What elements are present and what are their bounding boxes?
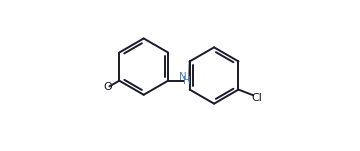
Text: H: H [183, 76, 190, 86]
Text: N: N [179, 72, 187, 82]
Text: Cl: Cl [251, 93, 262, 103]
Text: O: O [104, 82, 112, 92]
